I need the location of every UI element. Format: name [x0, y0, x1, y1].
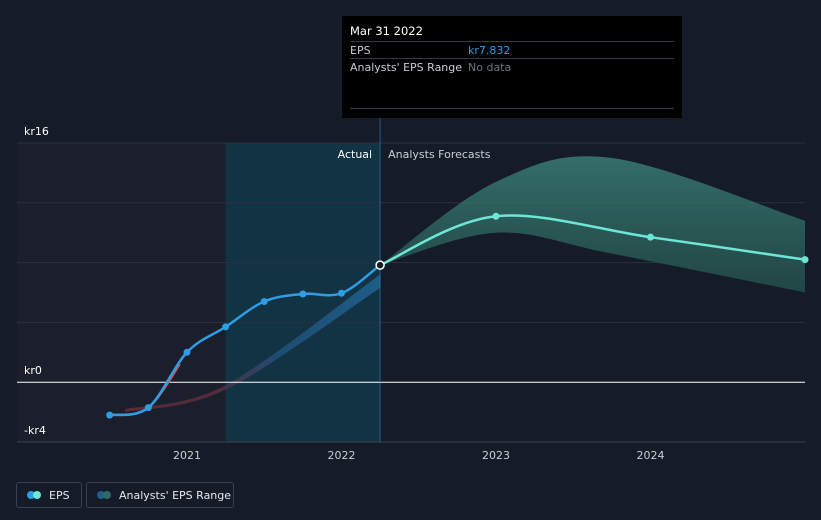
y-tick-label: kr0 [24, 364, 42, 377]
y-tick-label: kr16 [24, 125, 49, 138]
tooltip-date: Mar 31 2022 [350, 24, 423, 38]
y-tick-label: -kr4 [24, 424, 46, 437]
eps-forecast-point[interactable] [801, 256, 809, 264]
tooltip-eps-row: EPS kr7.832 [350, 41, 674, 59]
y-axis-labels: kr16 kr0 -kr4 [24, 125, 49, 437]
tooltip-divider [350, 108, 674, 109]
eps-actual-point[interactable] [222, 323, 230, 331]
x-tick-label: 2024 [636, 449, 664, 462]
eps-actual-point[interactable] [260, 297, 268, 305]
eps-actual-point[interactable] [183, 348, 191, 356]
tooltip-range-label: Analysts' EPS Range [350, 61, 463, 74]
eps-actual-point[interactable] [337, 289, 345, 297]
eps-forecast-point[interactable] [646, 233, 654, 241]
legend-eps-label: EPS [49, 488, 70, 502]
x-tick-label: 2023 [482, 449, 510, 462]
legend-range-label: Analysts' EPS Range [119, 488, 232, 502]
tooltip-eps-value: kr7.832 [468, 44, 511, 57]
tooltip-range-value: No data [468, 61, 512, 74]
eps-actual-point[interactable] [144, 404, 152, 412]
x-tick-label: 2021 [173, 449, 201, 462]
eps-points [106, 212, 809, 419]
x-axis-labels: 2021 2022 2023 2024 [173, 449, 665, 462]
eps-forecast-point[interactable] [492, 212, 500, 220]
tooltip: Mar 31 2022 EPS kr7.832 Analysts' EPS Ra… [342, 16, 682, 118]
eps-actual-point[interactable] [375, 260, 385, 270]
eps-forecast-line [379, 214, 806, 267]
range-legend-icon [97, 491, 111, 499]
eps-actual-line [109, 264, 381, 417]
forecast-range-band [380, 156, 805, 293]
eps-actual-point[interactable] [106, 411, 114, 419]
actual-label: Actual [338, 148, 372, 161]
tooltip-range-row: Analysts' EPS Range No data [350, 58, 674, 76]
eps-legend-icon [27, 491, 41, 499]
legend-analyst-range[interactable]: Analysts' EPS Range [86, 482, 234, 508]
legend-eps[interactable]: EPS [16, 482, 82, 508]
x-tick-label: 2022 [327, 449, 355, 462]
eps-actual-point[interactable] [299, 290, 307, 298]
tooltip-eps-label: EPS [350, 44, 371, 57]
forecast-label: Analysts Forecasts [388, 148, 491, 161]
